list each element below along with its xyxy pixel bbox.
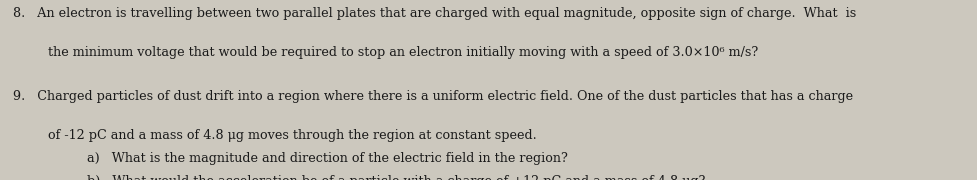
Text: of -12 pC and a mass of 4.8 μg moves through the region at constant speed.: of -12 pC and a mass of 4.8 μg moves thr… (48, 129, 536, 142)
Text: 9.   Charged particles of dust drift into a region where there is a uniform elec: 9. Charged particles of dust drift into … (13, 90, 853, 103)
Text: b)   What would the acceleration be of a particle with a charge of +12 pC and a : b) What would the acceleration be of a p… (87, 175, 705, 180)
Text: 8.   An electron is travelling between two parallel plates that are charged with: 8. An electron is travelling between two… (13, 7, 856, 20)
Text: the minimum voltage that would be required to stop an electron initially moving : the minimum voltage that would be requir… (48, 46, 758, 59)
Text: a)   What is the magnitude and direction of the electric field in the region?: a) What is the magnitude and direction o… (87, 152, 569, 165)
